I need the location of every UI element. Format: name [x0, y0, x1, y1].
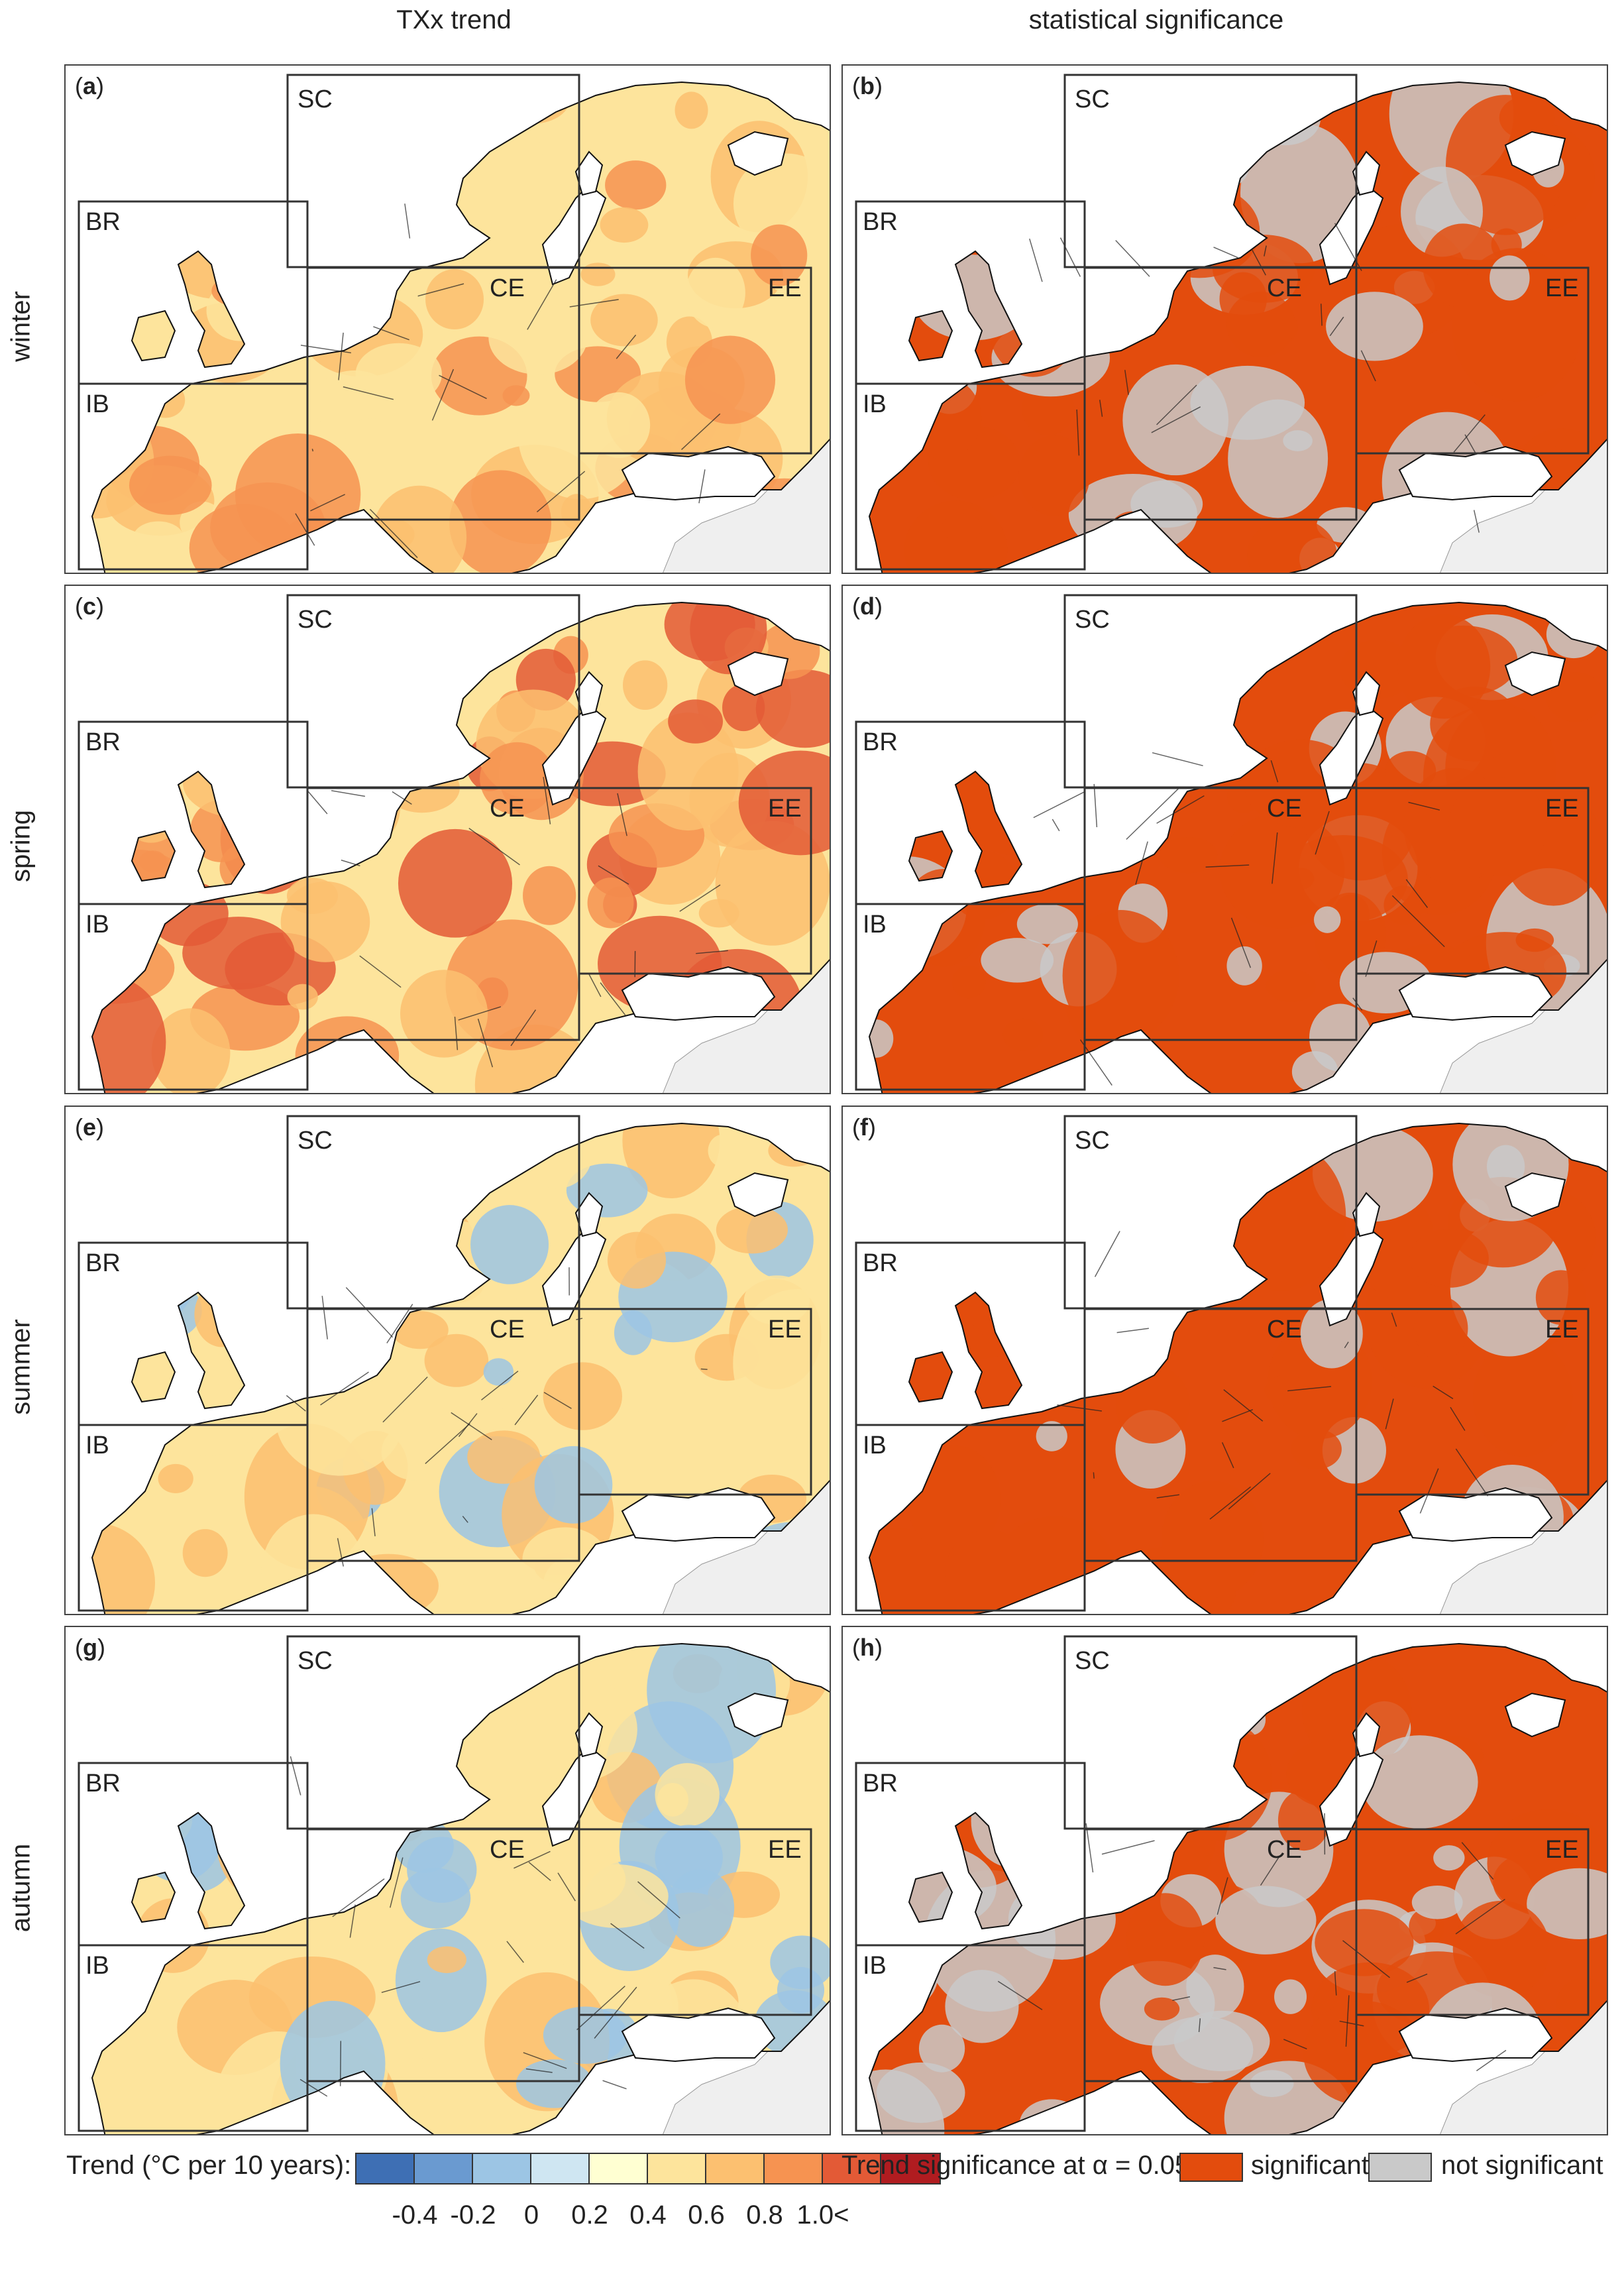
panel-label: (b)	[852, 72, 883, 99]
region-label-br: BR	[85, 1249, 121, 1277]
europe-map	[855, 74, 1607, 573]
trend-tick-label: 0.4	[629, 2200, 667, 2230]
trend-tick-label: -0.2	[450, 2200, 496, 2230]
region-label-ee: EE	[768, 1836, 802, 1864]
colorbar-bin-6	[706, 2154, 765, 2183]
region-label-ib: IB	[85, 911, 109, 938]
colorbar-bin-9	[881, 2154, 940, 2183]
region-label-sc: SC	[1075, 606, 1110, 634]
europe-map	[78, 1115, 830, 1614]
colorbar-bin-1	[415, 2154, 473, 2183]
region-label-ee: EE	[1545, 1836, 1579, 1864]
region-label-ee: EE	[768, 795, 802, 823]
panel-label: (h)	[852, 1634, 883, 1661]
region-label-ib: IB	[85, 390, 109, 418]
region-label-ce: CE	[490, 1316, 525, 1343]
not-significant-label: not significant	[1441, 2151, 1603, 2180]
map-panel-b: (b) SC BR CE EE IB	[841, 64, 1608, 574]
region-label-sc: SC	[298, 1127, 333, 1155]
map-panel-a: (a) SC BR CE EE IB	[64, 64, 831, 574]
region-label-ib: IB	[863, 1952, 887, 1980]
colorbar-bin-4	[590, 2154, 648, 2183]
region-label-ib: IB	[85, 1432, 109, 1459]
trend-tick-label: 0.8	[746, 2200, 783, 2230]
right-column-title: statistical significance	[1028, 5, 1284, 34]
region-label-sc: SC	[298, 85, 333, 113]
region-label-sc: SC	[298, 1647, 333, 1675]
colorbar-bin-0	[356, 2154, 415, 2183]
region-label-ee: EE	[1545, 1316, 1579, 1343]
region-label-ee: EE	[768, 1316, 802, 1343]
colorbar-bin-3	[531, 2154, 590, 2183]
region-label-ce: CE	[490, 1836, 525, 1864]
significant-label: significant	[1251, 2151, 1369, 2180]
panel-label: (f)	[852, 1113, 876, 1141]
significance-legend-label: Trend significance at α = 0.05:	[841, 2151, 1197, 2180]
europe-map	[855, 1635, 1607, 2134]
row-label-spring: spring	[6, 810, 36, 882]
europe-map	[855, 594, 1607, 1093]
panel-label: (c)	[75, 593, 105, 620]
region-label-sc: SC	[1075, 85, 1110, 113]
colorbar-bin-7	[765, 2154, 823, 2183]
colorbar-bin-8	[823, 2154, 881, 2183]
europe-map	[855, 1115, 1607, 1614]
map-panel-g: (g) SC BR CE EE IB	[64, 1626, 831, 2135]
map-panel-h: (h) SC BR CE EE IB	[841, 1626, 1608, 2135]
left-column-title: TXx trend	[396, 5, 512, 34]
not-significant-swatch	[1368, 2153, 1432, 2182]
panel-label: (e)	[75, 1113, 105, 1141]
colorbar-bin-2	[473, 2154, 531, 2183]
trend-tick-label: 0.2	[571, 2200, 608, 2230]
region-label-sc: SC	[298, 606, 333, 634]
map-panel-e: (e) SC BR CE EE IB	[64, 1106, 831, 1615]
region-label-ce: CE	[490, 274, 525, 302]
region-label-br: BR	[863, 208, 898, 236]
region-label-ib: IB	[85, 1952, 109, 1980]
europe-map	[78, 1635, 830, 2134]
region-label-br: BR	[863, 728, 898, 756]
significant-swatch	[1179, 2153, 1243, 2182]
region-label-ce: CE	[1267, 1836, 1302, 1864]
trend-tick-label: 1.0<	[796, 2200, 849, 2230]
region-label-ce: CE	[1267, 1316, 1302, 1343]
region-label-ee: EE	[1545, 274, 1579, 302]
trend-tick-label: -0.4	[392, 2200, 438, 2230]
region-label-ib: IB	[863, 1432, 887, 1459]
region-label-ce: CE	[490, 795, 525, 823]
colorbar-bin-5	[648, 2154, 706, 2183]
panel-label: (g)	[75, 1634, 105, 1661]
region-label-sc: SC	[1075, 1647, 1110, 1675]
region-label-ce: CE	[1267, 274, 1302, 302]
region-label-sc: SC	[1075, 1127, 1110, 1155]
map-panel-d: (d) SC BR CE EE IB	[841, 585, 1608, 1094]
panel-label: (d)	[852, 593, 883, 620]
region-label-ib: IB	[863, 911, 887, 938]
region-label-br: BR	[85, 208, 121, 236]
europe-map	[78, 594, 830, 1093]
map-panel-c: (c) SC BR CE EE IB	[64, 585, 831, 1094]
region-label-ib: IB	[863, 390, 887, 418]
map-panel-f: (f) SC BR CE EE IB	[841, 1106, 1608, 1615]
row-label-autumn: autumn	[6, 1843, 36, 1933]
trend-tick-label: 0	[523, 2200, 539, 2230]
region-label-ce: CE	[1267, 795, 1302, 823]
trend-colorbar	[355, 2153, 941, 2185]
row-label-summer: summer	[6, 1319, 36, 1415]
trend-legend-label: Trend (°C per 10 years):	[66, 2151, 352, 2180]
trend-tick-label: 0.6	[688, 2200, 725, 2230]
region-label-ee: EE	[768, 274, 802, 302]
region-label-br: BR	[863, 1770, 898, 1797]
panel-label: (a)	[75, 72, 105, 99]
region-label-br: BR	[85, 728, 121, 756]
region-label-br: BR	[863, 1249, 898, 1277]
row-label-winter: winter	[6, 291, 36, 362]
region-label-br: BR	[85, 1770, 121, 1797]
region-label-ee: EE	[1545, 795, 1579, 823]
europe-map	[78, 74, 830, 573]
